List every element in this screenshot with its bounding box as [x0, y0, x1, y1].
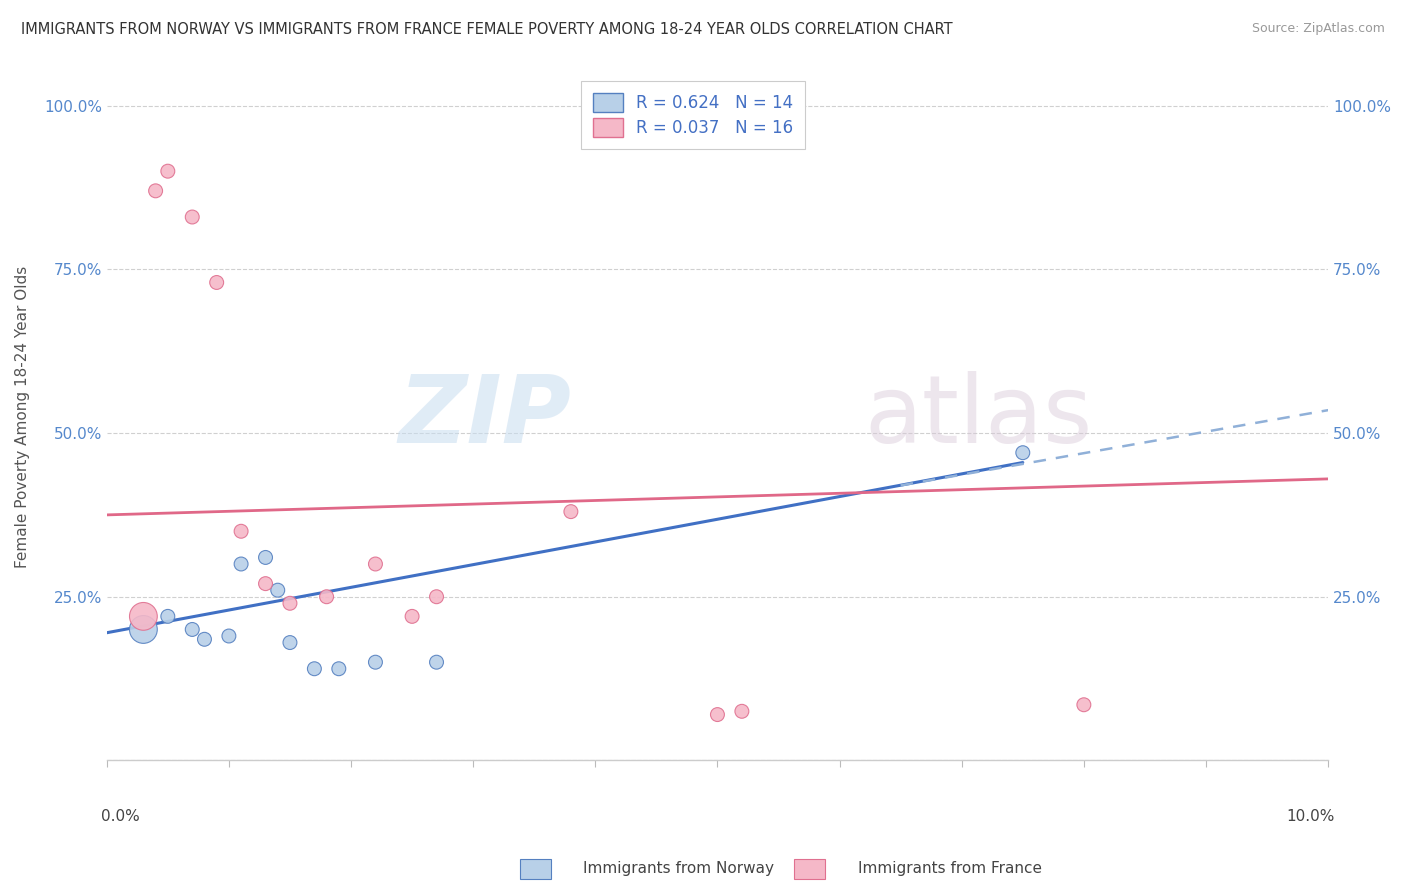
Point — [425, 655, 447, 669]
Point — [145, 184, 167, 198]
Point — [181, 623, 204, 637]
Point — [229, 557, 252, 571]
Point — [254, 576, 277, 591]
Point — [156, 164, 179, 178]
Point — [181, 210, 204, 224]
Point — [304, 662, 326, 676]
Text: 0.0%: 0.0% — [101, 808, 139, 823]
Point — [218, 629, 240, 643]
Point — [1073, 698, 1095, 712]
Point — [132, 623, 155, 637]
Text: 10.0%: 10.0% — [1286, 808, 1334, 823]
Text: atlas: atlas — [865, 371, 1092, 463]
Y-axis label: Female Poverty Among 18-24 Year Olds: Female Poverty Among 18-24 Year Olds — [15, 266, 30, 568]
Point — [401, 609, 423, 624]
Point — [254, 550, 277, 565]
Point — [706, 707, 728, 722]
Point — [731, 704, 754, 718]
Point — [205, 276, 228, 290]
Point — [156, 609, 179, 624]
Point — [193, 632, 215, 647]
Point — [278, 635, 301, 649]
Text: IMMIGRANTS FROM NORWAY VS IMMIGRANTS FROM FRANCE FEMALE POVERTY AMONG 18-24 YEAR: IMMIGRANTS FROM NORWAY VS IMMIGRANTS FRO… — [21, 22, 953, 37]
Point — [1011, 446, 1033, 460]
Point — [364, 655, 387, 669]
Point — [560, 505, 582, 519]
Text: Immigrants from France: Immigrants from France — [858, 862, 1042, 876]
Point — [364, 557, 387, 571]
Point — [132, 609, 155, 624]
Point — [278, 596, 301, 610]
Text: Immigrants from Norway: Immigrants from Norway — [583, 862, 775, 876]
Point — [328, 662, 350, 676]
Point — [425, 590, 447, 604]
Point — [315, 590, 337, 604]
Point — [267, 583, 290, 598]
Point — [229, 524, 252, 539]
Legend: R = 0.624   N = 14, R = 0.037   N = 16: R = 0.624 N = 14, R = 0.037 N = 16 — [581, 81, 804, 149]
Text: ZIP: ZIP — [398, 371, 571, 463]
Text: Source: ZipAtlas.com: Source: ZipAtlas.com — [1251, 22, 1385, 36]
